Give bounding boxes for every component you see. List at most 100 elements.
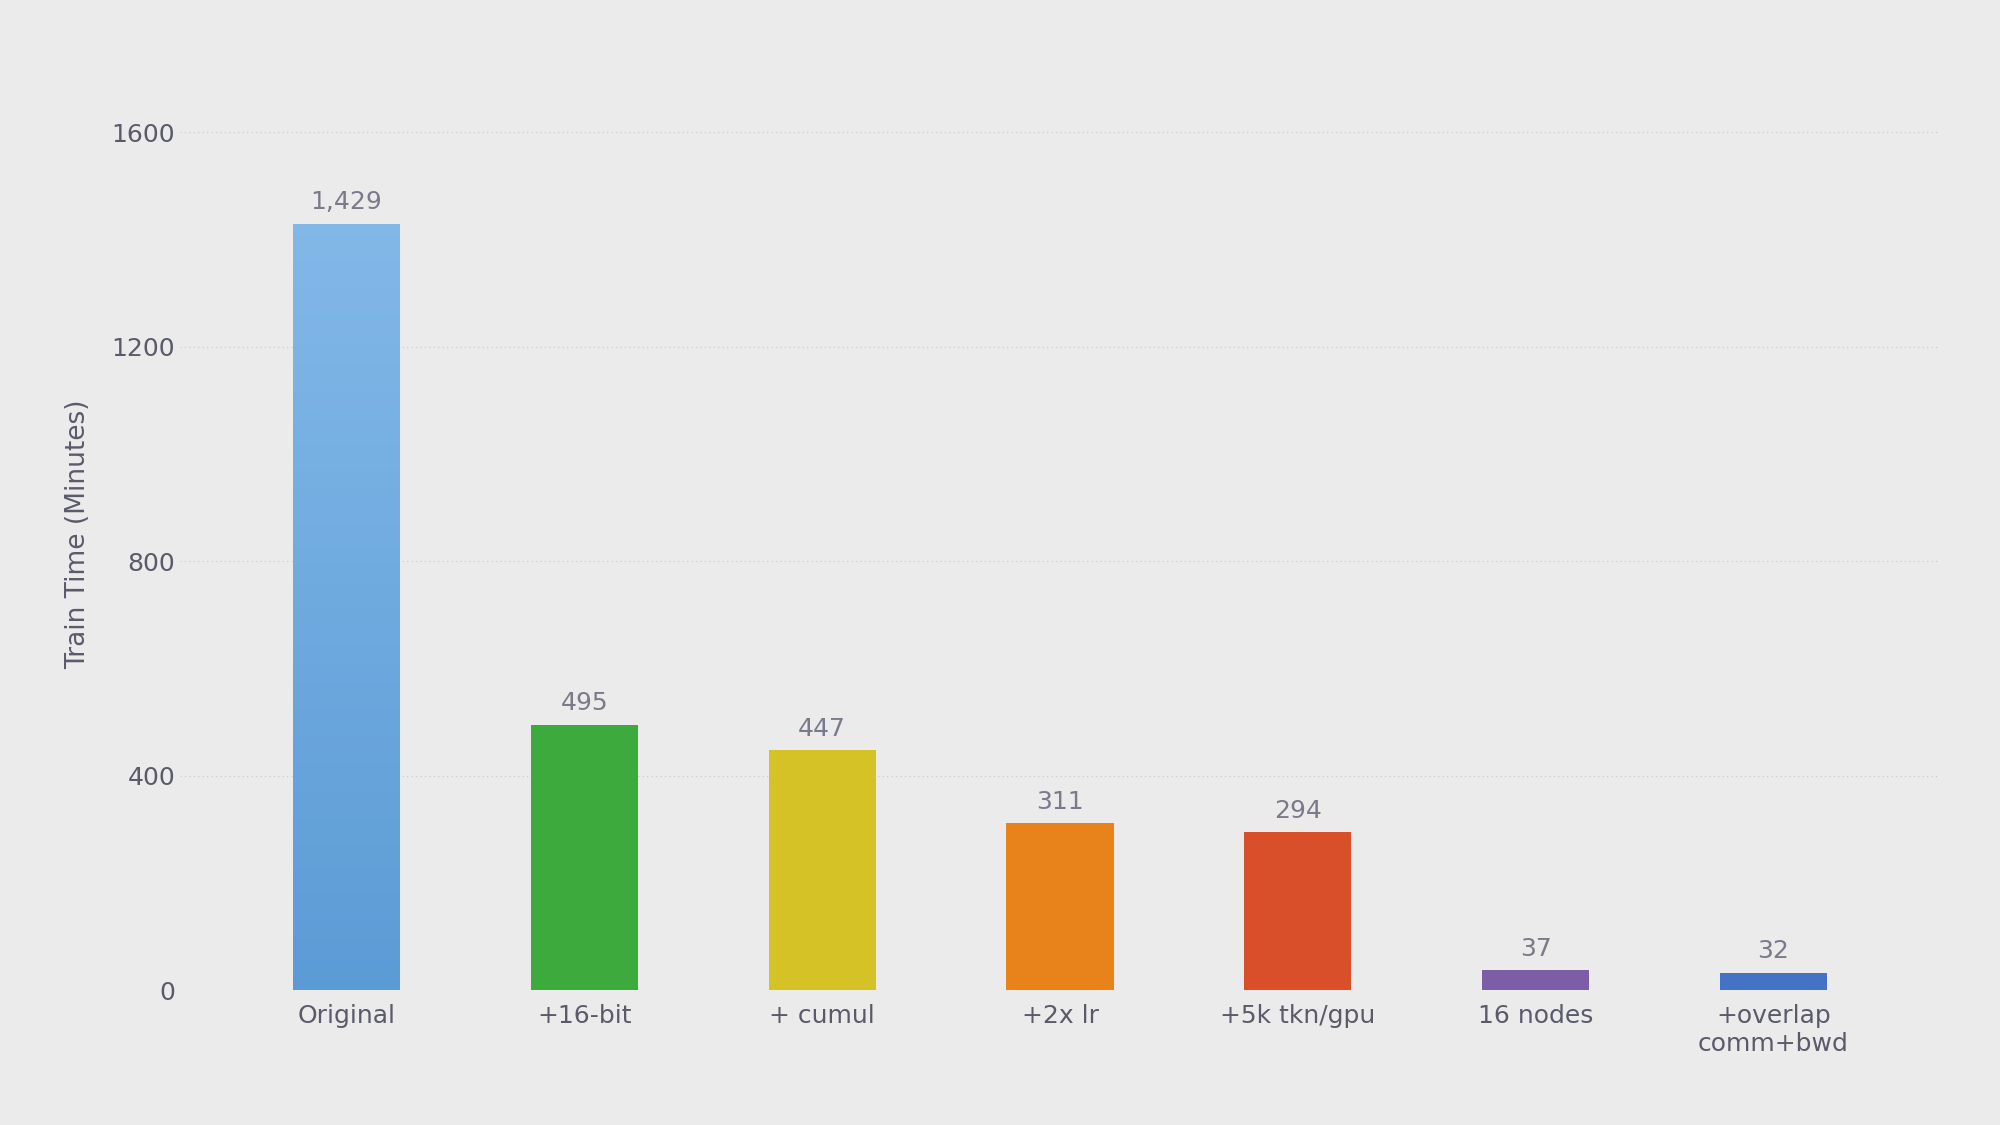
Bar (292, 431, 400, 434)
Bar (292, 933, 400, 936)
Bar (292, 331, 400, 335)
Bar (1482, 970, 1590, 990)
Bar (292, 837, 400, 840)
Bar (292, 595, 400, 600)
Bar (292, 358, 400, 362)
Bar (292, 684, 400, 687)
Bar (292, 730, 400, 734)
Bar (292, 335, 400, 339)
Bar (292, 300, 400, 305)
Bar (292, 228, 400, 232)
Bar (292, 810, 400, 813)
Bar (292, 603, 400, 608)
Bar (292, 557, 400, 561)
Bar (292, 807, 400, 810)
Bar (292, 412, 400, 415)
Bar (292, 963, 400, 968)
Bar (292, 818, 400, 821)
Bar (768, 750, 876, 990)
Bar (292, 600, 400, 603)
Bar (292, 377, 400, 381)
Bar (292, 362, 400, 366)
Bar (292, 423, 400, 428)
Bar (292, 925, 400, 929)
Bar (292, 902, 400, 906)
Bar (292, 366, 400, 369)
Bar (292, 396, 400, 400)
Bar (292, 718, 400, 722)
Bar (292, 906, 400, 910)
Bar (292, 526, 400, 530)
Bar (292, 756, 400, 760)
Bar (292, 235, 400, 240)
Bar (292, 764, 400, 768)
Bar (292, 477, 400, 480)
Bar (292, 415, 400, 420)
Bar (292, 799, 400, 802)
Bar (292, 649, 400, 652)
Bar (292, 428, 400, 431)
Bar (292, 864, 400, 867)
Bar (292, 374, 400, 377)
Bar (292, 845, 400, 848)
Bar (292, 576, 400, 580)
Bar (292, 944, 400, 948)
Bar (292, 749, 400, 753)
Bar (292, 979, 400, 982)
Bar (292, 385, 400, 389)
Bar (292, 519, 400, 523)
Bar (292, 848, 400, 852)
Bar (292, 987, 400, 990)
Bar (292, 312, 400, 316)
Bar (292, 580, 400, 584)
Bar (292, 826, 400, 829)
Bar (292, 948, 400, 952)
Bar (530, 724, 638, 990)
Bar (292, 832, 400, 837)
Bar (292, 447, 400, 450)
Bar (292, 286, 400, 289)
Bar (292, 936, 400, 940)
Bar (292, 768, 400, 772)
Bar (292, 480, 400, 485)
Text: 1,429: 1,429 (310, 190, 382, 215)
Text: 311: 311 (1036, 790, 1084, 813)
Bar (292, 262, 400, 267)
Bar (292, 592, 400, 595)
Bar (292, 921, 400, 925)
Text: 32: 32 (1758, 939, 1790, 963)
Bar (292, 504, 400, 507)
Bar (292, 267, 400, 270)
Bar (292, 458, 400, 461)
Bar (292, 783, 400, 788)
Bar (292, 665, 400, 668)
Bar (292, 278, 400, 281)
Bar (292, 488, 400, 492)
Bar (292, 259, 400, 262)
Bar (292, 608, 400, 611)
Bar (292, 248, 400, 251)
Bar (292, 780, 400, 783)
Bar (292, 542, 400, 546)
Bar (292, 867, 400, 871)
Bar (292, 439, 400, 442)
Bar (292, 308, 400, 312)
Bar (292, 243, 400, 248)
Bar (292, 714, 400, 718)
Bar (292, 791, 400, 794)
Bar (292, 672, 400, 676)
Bar (292, 840, 400, 845)
Bar (292, 507, 400, 511)
Bar (292, 646, 400, 649)
Bar (292, 879, 400, 883)
Bar (292, 619, 400, 622)
Bar (292, 955, 400, 960)
Bar (292, 633, 400, 638)
Bar (292, 638, 400, 641)
Bar (292, 821, 400, 826)
Bar (292, 611, 400, 614)
Bar (292, 914, 400, 917)
Bar (292, 500, 400, 504)
Bar (292, 657, 400, 660)
Bar (292, 469, 400, 472)
